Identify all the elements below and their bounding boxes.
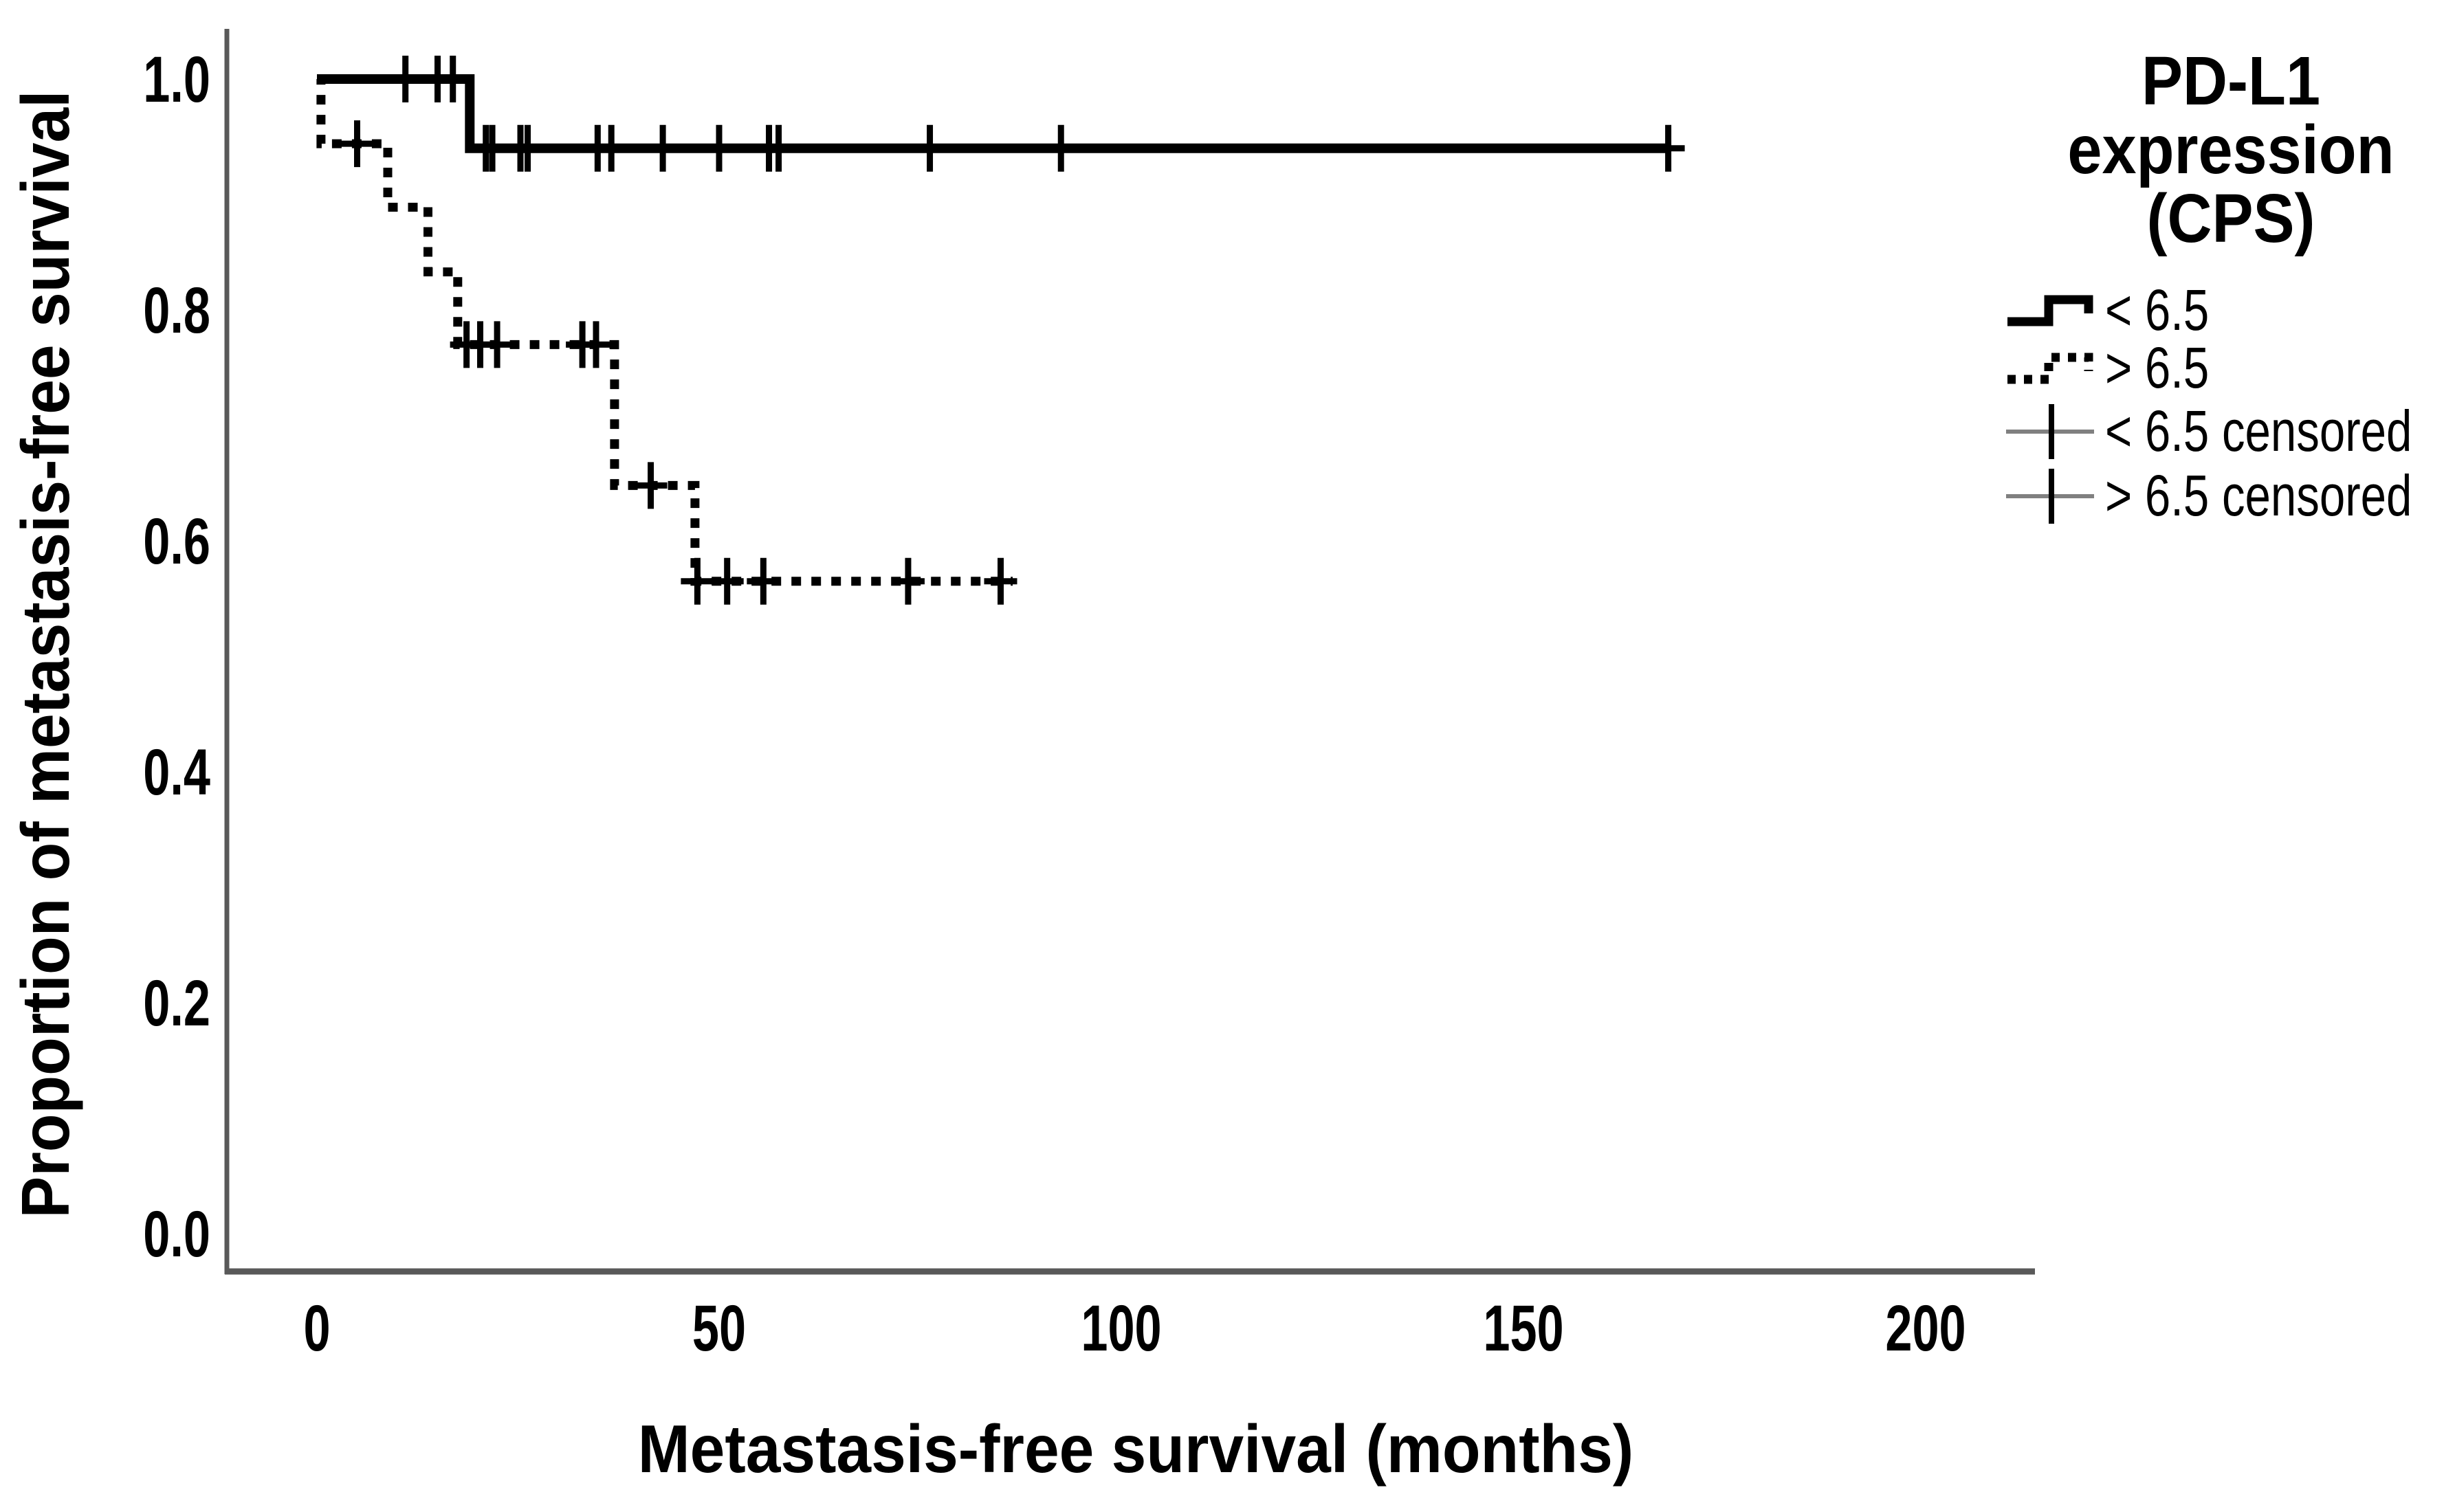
censor-plus-mark [1044,124,1078,172]
censor-plus-mark [891,557,925,605]
y-tick-label: 0.0 [143,1197,210,1271]
x-tick-label: 50 [692,1291,746,1365]
censor-plus-mark [595,124,628,172]
censor-plus-mark [511,124,544,172]
legend-title-line: expression [2067,112,2394,188]
legend-item-label: < 6.5 [2105,278,2209,343]
y-tick-label: 0.8 [143,274,210,347]
censor-plus-mark [710,557,744,605]
censor-plus-mark [481,321,514,368]
censor-plus-icon [2006,469,2094,524]
censor-plus-mark [634,462,668,509]
censor-plus-mark [762,124,795,172]
censor-plus-mark [984,557,1017,605]
x-tick-label: 100 [1081,1291,1161,1365]
censor-marks-lt-6.5 [388,56,1685,172]
censor-plus-icon [2006,404,2094,459]
legend-item-3: < 6.5 censored [2006,399,2412,464]
y-tick-label: 1.0 [143,43,210,116]
censor-plus-mark [1651,124,1685,172]
y-axis-title: Proportion of metastasis-free survival [8,91,84,1219]
censor-plus-mark [340,120,374,168]
x-axis-title: Metastasis-free survival (months) [638,1412,1633,1487]
legend-item-label: > 6.5 [2105,336,2209,401]
censor-plus-mark [747,557,780,605]
legend-item-label: < 6.5 censored [2105,399,2412,464]
legend-title-line: (CPS) [2147,181,2315,257]
legend-item-4: > 6.5 censored [2006,464,2412,529]
solid-step-icon [2007,295,2093,326]
x-tick-label: 0 [303,1291,330,1365]
legend-item-1: < 6.5 [2007,278,2209,343]
y-tick-label: 0.2 [143,966,210,1040]
legend-title-line: PD-L1 [2142,43,2320,120]
censor-plus-mark [436,56,470,102]
censor-plus-mark [681,557,714,605]
legend-item-label: > 6.5 censored [2105,464,2412,529]
x-tick-label: 200 [1885,1291,1966,1365]
censor-marks-gt-6.5 [340,120,1017,605]
legend-item-2: > 6.5 [2007,336,2209,401]
censor-plus-mark [579,321,613,368]
censor-plus-mark [388,56,422,102]
y-tick-label: 0.4 [143,735,210,809]
x-tick-label: 150 [1483,1291,1563,1365]
dotted-curve-gt-6.5 [316,74,1013,586]
dotted-step-icon [2007,353,2093,384]
y-tick-label: 0.6 [143,504,210,578]
censor-plus-mark [703,124,736,172]
censor-plus-mark [913,124,947,172]
censor-plus-mark [646,124,680,172]
censor-plus-mark [476,124,509,172]
